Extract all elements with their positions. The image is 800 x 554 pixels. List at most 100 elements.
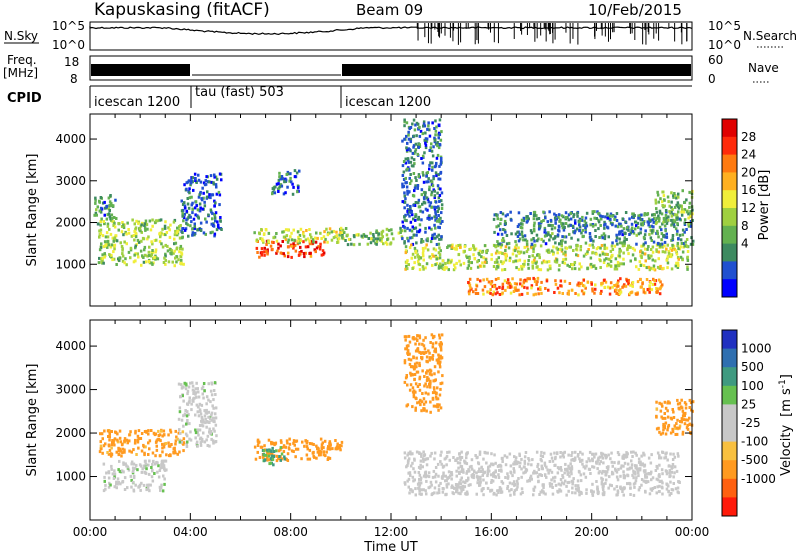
velocity-echo-cell [439,356,442,360]
velocity-echo-cell [269,457,273,461]
power-echo-cell [676,216,679,220]
velocity-echo-cell [416,347,420,351]
velocity-echo-cell [110,467,113,471]
power-echo-cell [446,261,450,265]
power-echo-cell [614,215,617,219]
power-echo-cell [553,259,557,263]
power-echo-cell [673,213,677,217]
velocity-echo-cell [265,454,269,458]
velocity-echo-cell [263,444,266,448]
velocity-echo-cell [205,411,209,415]
power-echo-cell [676,201,680,205]
power-echo-cell [677,210,680,214]
velocity-echo-cell [602,482,605,486]
velocity-y-axis-label: Slant Range [km] [25,364,40,477]
velocity-echo-cell [327,456,330,460]
velocity-echo-cell [203,414,207,418]
velocity-echo-cell [683,401,687,405]
velocity-echo-cell [653,486,657,489]
velocity-echo-cell [118,469,122,473]
power-echo-cell [302,240,305,244]
date-title: 10/Feb/2015 [588,1,682,19]
power-echo-cell [603,247,606,251]
power-echo-cell [423,124,427,128]
power-echo-cell [108,200,112,204]
power-echo-cell [578,223,581,227]
power-echo-cell [414,218,417,222]
velocity-echo-cell [413,478,416,482]
velocity-echo-cell [405,335,408,339]
velocity-echo-cell [663,456,666,460]
power-echo-cell [322,235,326,239]
power-echo-cell [586,280,590,284]
power-echo-cell [665,216,669,220]
power-echo-cell [220,178,223,182]
velocity-echo-cell [663,400,667,404]
power-echo-cell [185,218,188,222]
power-echo-cell [644,241,647,245]
power-echo-cell [189,181,193,185]
power-echo-cell [603,220,606,224]
power-echo-cell [649,248,653,251]
power-echo-cell [99,223,102,227]
velocity-echo-cell [621,490,624,493]
power-echo-cell [98,256,101,260]
velocity-echo-cell [559,489,563,493]
power-echo-cell [217,226,220,230]
power-echo-cell [324,237,327,241]
velocity-echo-cell [444,493,447,497]
power-echo-cell [401,220,404,224]
velocity-echo-cell [603,491,606,495]
power-echo-cell [440,207,444,210]
power-echo-cell [220,228,223,231]
power-echo-cell [617,284,620,288]
velocity-echo-cell [667,400,670,404]
power-echo-cell [186,223,189,227]
power-echo-cell [504,258,508,262]
velocity-echo-cell [408,491,411,495]
velocity-echo-cell [159,439,162,443]
velocity-echo-cell [521,491,524,494]
x-tick-label: 00:00 [675,525,710,539]
velocity-echo-cell [501,481,505,485]
velocity-echo-cell [436,404,440,408]
velocity-echo-cell [102,489,106,493]
power-echo-cell [290,231,293,235]
power-echo-cell [584,221,588,225]
power-echo-cell [286,245,290,249]
velocity-echo-cell [149,483,152,487]
power-echo-cell [525,215,528,219]
power-echo-cell [616,281,619,285]
power-echo-cell [405,264,408,268]
velocity-echo-cell [688,416,691,420]
power-echo-cell [299,239,303,242]
velocity-echo-cell [201,392,204,396]
power-echo-cell [537,217,541,220]
velocity-echo-cell [169,428,172,432]
power-echo-cell [593,216,596,220]
velocity-echo-cell [488,464,492,468]
power-echo-cell [664,229,667,233]
velocity-echo-cell [434,378,437,382]
power-echo-cell [163,226,167,230]
power-echo-cell [176,229,179,233]
velocity-echo-cell [675,469,679,473]
velocity-echo-cell [433,390,437,394]
power-echo-cell [664,250,667,254]
velocity-echo-cell [188,422,191,426]
power-echo-cell [678,233,682,237]
power-echo-cell [505,242,509,246]
power-echo-cell [558,263,561,267]
power-echo-cell [112,204,115,208]
power-echo-cell [521,222,524,226]
velocity-echo-cell [290,449,294,453]
velocity-echo-cell [102,462,106,466]
power-echo-cell [410,229,414,233]
power-echo-cell [671,234,675,237]
velocity-echo-cell [324,454,327,458]
velocity-echo-cell [452,456,455,459]
power-echo-cell [125,232,128,236]
velocity-echo-cell [418,477,421,481]
power-echo-cell [339,226,343,230]
power-echo-cell [175,255,178,259]
